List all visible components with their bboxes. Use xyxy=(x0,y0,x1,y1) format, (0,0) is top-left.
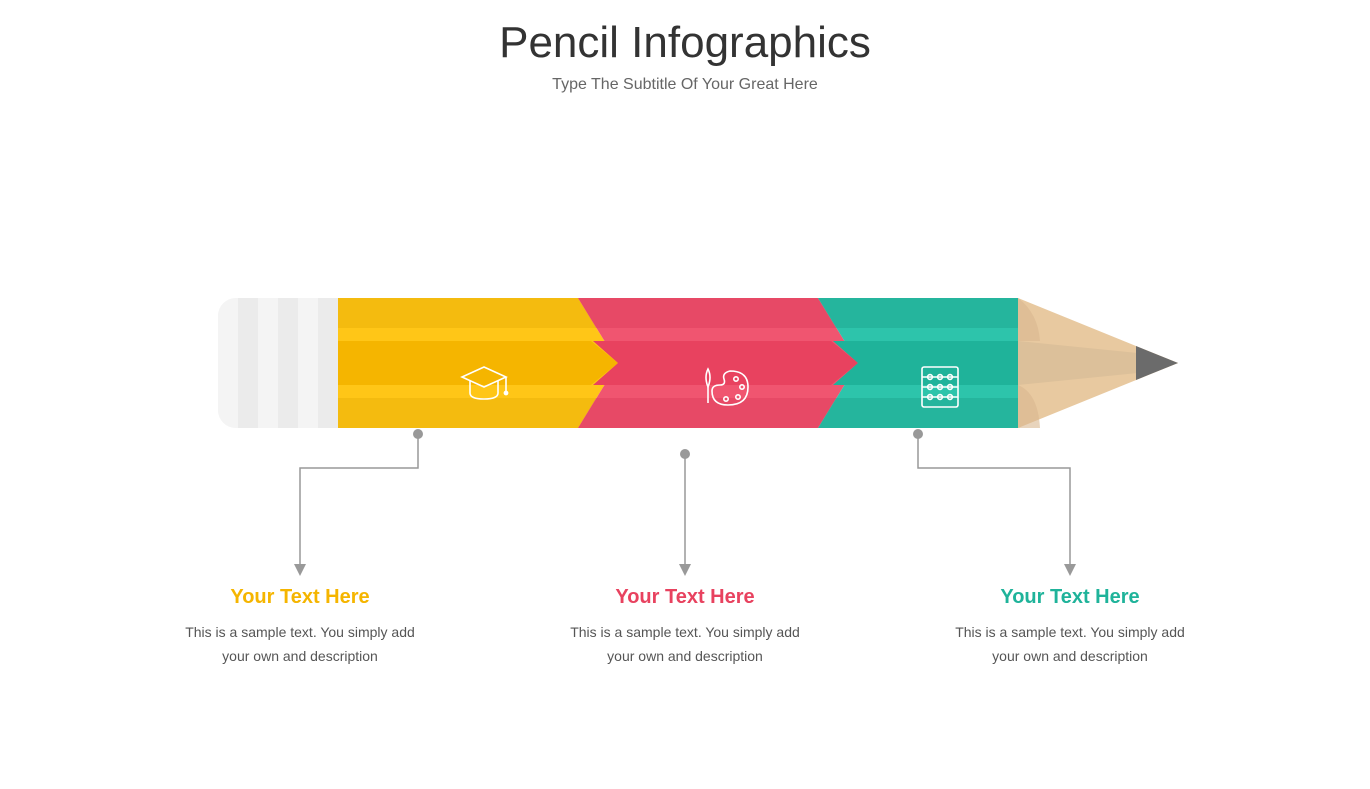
callout-1: Your Text Here This is a sample text. Yo… xyxy=(170,586,430,669)
connector-3 xyxy=(878,428,1118,588)
callout-3: Your Text Here This is a sample text. Yo… xyxy=(940,586,1200,669)
callout-2-title: Your Text Here xyxy=(555,586,815,609)
pencil-segment-1 xyxy=(338,298,578,428)
connector-2 xyxy=(620,448,750,588)
pencil-eraser xyxy=(218,298,338,428)
connector-1 xyxy=(218,428,458,588)
pencil-segment-2 xyxy=(578,298,818,428)
callout-3-title: Your Text Here xyxy=(940,586,1200,609)
pencil-segment-3 xyxy=(818,298,1018,428)
callout-2-desc: This is a sample text. You simply add yo… xyxy=(555,621,815,669)
callout-2: Your Text Here This is a sample text. Yo… xyxy=(555,586,815,669)
callout-3-desc: This is a sample text. You simply add yo… xyxy=(940,621,1200,669)
page-title: Pencil Infographics xyxy=(0,18,1370,68)
callout-1-desc: This is a sample text. You simply add yo… xyxy=(170,621,430,669)
callout-1-title: Your Text Here xyxy=(170,586,430,609)
pencil-infographic xyxy=(218,298,1178,428)
pencil-tip xyxy=(1018,298,1178,428)
page-subtitle: Type The Subtitle Of Your Great Here xyxy=(0,76,1370,94)
